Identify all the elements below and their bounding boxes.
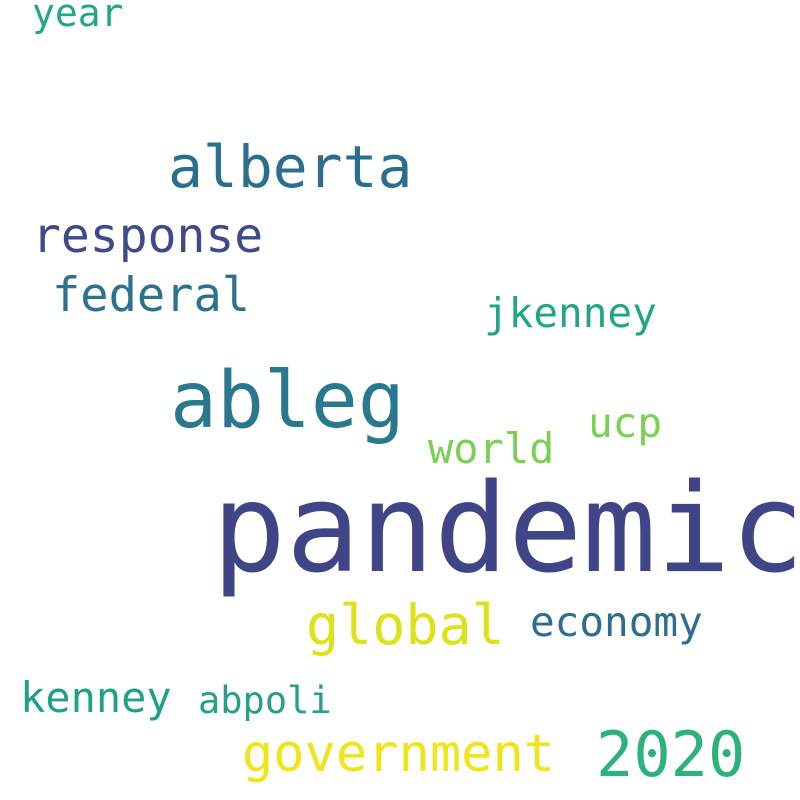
word-response: response [32, 208, 264, 264]
word-kenney: kenney [20, 673, 172, 722]
word-2020: 2020 [596, 718, 746, 791]
word-federal: federal [52, 268, 251, 323]
word-government: government [242, 724, 556, 784]
word-abpoli: abpoli [198, 679, 332, 722]
word-ableg: ableg [170, 356, 405, 446]
word-pandemic: pandemic [212, 458, 800, 601]
word-year: year [32, 0, 124, 35]
word-global: global [306, 593, 505, 657]
word-jkenney: jkenney [484, 289, 657, 337]
word-world: world [428, 424, 555, 473]
word-alberta: alberta [168, 133, 413, 201]
word-ucp: ucp [588, 399, 663, 447]
word-economy: economy [530, 598, 703, 646]
